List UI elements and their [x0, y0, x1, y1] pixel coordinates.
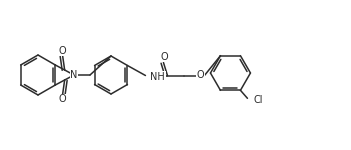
Text: O: O: [59, 94, 66, 105]
Text: O: O: [59, 45, 66, 56]
Text: Cl: Cl: [253, 95, 263, 105]
Text: O: O: [161, 52, 168, 62]
Text: O: O: [197, 70, 204, 81]
Text: N: N: [70, 70, 78, 80]
Text: NH: NH: [151, 72, 165, 81]
